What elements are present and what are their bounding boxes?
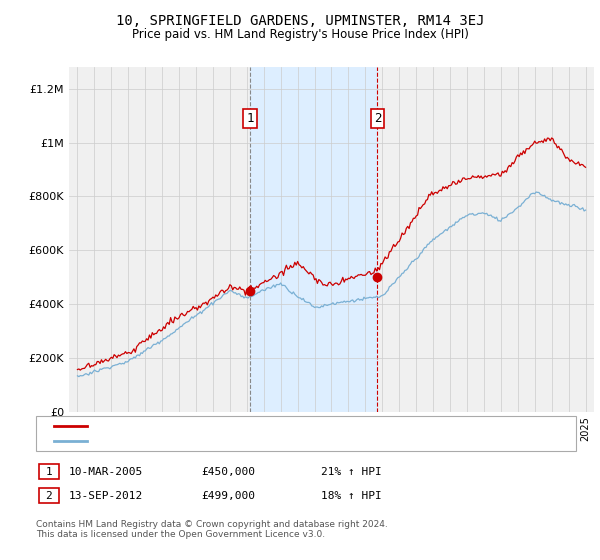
- Text: 10, SPRINGFIELD GARDENS, UPMINSTER, RM14 3EJ (detached house): 10, SPRINGFIELD GARDENS, UPMINSTER, RM14…: [90, 421, 449, 431]
- Text: 18% ↑ HPI: 18% ↑ HPI: [321, 491, 382, 501]
- Text: £499,000: £499,000: [201, 491, 255, 501]
- Text: £450,000: £450,000: [201, 466, 255, 477]
- Text: 10-MAR-2005: 10-MAR-2005: [69, 466, 143, 477]
- Text: 21% ↑ HPI: 21% ↑ HPI: [321, 466, 382, 477]
- Text: Price paid vs. HM Land Registry's House Price Index (HPI): Price paid vs. HM Land Registry's House …: [131, 28, 469, 41]
- Text: 10, SPRINGFIELD GARDENS, UPMINSTER, RM14 3EJ: 10, SPRINGFIELD GARDENS, UPMINSTER, RM14…: [116, 14, 484, 28]
- Text: 2: 2: [374, 112, 381, 125]
- Text: 1: 1: [246, 112, 254, 125]
- Text: 1: 1: [46, 466, 52, 477]
- Text: Contains HM Land Registry data © Crown copyright and database right 2024.
This d: Contains HM Land Registry data © Crown c…: [36, 520, 388, 539]
- Text: 13-SEP-2012: 13-SEP-2012: [69, 491, 143, 501]
- Text: 2: 2: [46, 491, 52, 501]
- Bar: [250, 67, 377, 412]
- Text: HPI: Average price, detached house, Havering: HPI: Average price, detached house, Have…: [90, 436, 330, 446]
